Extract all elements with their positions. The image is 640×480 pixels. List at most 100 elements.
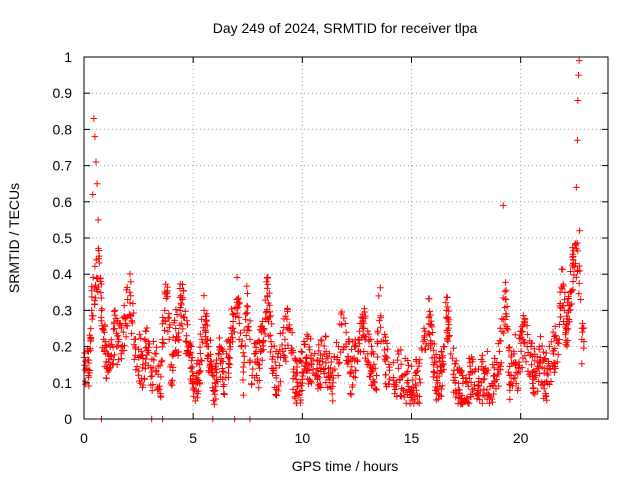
data-point <box>405 386 412 393</box>
data-point <box>199 338 206 346</box>
data-point <box>529 385 537 392</box>
data-point <box>449 354 456 362</box>
data-point <box>139 381 147 389</box>
data-point <box>551 333 558 340</box>
data-point <box>233 298 241 306</box>
data-point <box>255 337 263 344</box>
data-point <box>541 365 549 372</box>
data-point <box>383 340 391 347</box>
data-point <box>127 278 135 286</box>
data-point <box>416 393 423 400</box>
data-point <box>282 357 290 365</box>
data-point <box>211 400 218 408</box>
data-point <box>177 300 185 307</box>
data-point <box>297 348 305 355</box>
data-point <box>260 346 267 353</box>
data-point <box>293 399 301 407</box>
data-point <box>351 336 359 344</box>
data-point <box>553 358 561 366</box>
data-point <box>228 330 235 337</box>
data-point <box>573 239 581 247</box>
data-point <box>495 370 503 378</box>
data-point <box>502 295 510 303</box>
data-point <box>226 345 234 353</box>
data-point <box>136 353 144 360</box>
data-point <box>356 340 363 347</box>
data-point <box>229 324 237 332</box>
data-point <box>220 390 228 397</box>
data-point <box>132 351 139 359</box>
data-point <box>203 342 211 350</box>
data-point <box>240 359 248 366</box>
data-point <box>87 335 94 342</box>
data-point <box>366 373 374 381</box>
data-point <box>219 376 226 383</box>
data-point <box>151 350 159 357</box>
data-point <box>142 365 149 373</box>
data-point <box>135 367 143 375</box>
data-point <box>573 274 580 281</box>
data-point <box>452 357 460 365</box>
data-point <box>398 373 405 381</box>
data-point <box>433 377 441 384</box>
data-point <box>308 360 315 368</box>
data-point <box>438 392 445 400</box>
y-tick-label: 0.2 <box>53 339 73 355</box>
data-point <box>85 348 92 355</box>
data-point <box>248 381 255 388</box>
data-point <box>254 355 261 363</box>
data-point <box>133 363 141 370</box>
data-point <box>414 398 422 406</box>
data-point <box>165 336 173 343</box>
data-point <box>208 358 215 366</box>
data-point <box>84 356 92 364</box>
data-point <box>148 387 156 394</box>
data-point <box>425 313 433 321</box>
data-point <box>531 357 539 365</box>
data-point <box>421 333 428 341</box>
data-point <box>357 313 365 321</box>
data-point <box>512 369 520 376</box>
data-point <box>98 280 105 288</box>
data-point <box>105 366 113 374</box>
data-point <box>91 284 99 292</box>
data-point <box>400 386 408 394</box>
data-point <box>336 359 343 366</box>
data-point <box>81 362 88 369</box>
data-point <box>537 333 544 340</box>
data-point <box>305 333 312 340</box>
data-point <box>320 370 328 377</box>
data-point <box>267 338 275 345</box>
data-point <box>412 356 420 363</box>
data-point <box>564 325 572 333</box>
data-point <box>564 308 572 316</box>
data-point <box>495 382 502 390</box>
data-point <box>322 379 330 386</box>
data-point <box>246 336 254 343</box>
data-point <box>403 369 410 377</box>
data-point <box>579 328 586 336</box>
data-point <box>158 358 165 365</box>
data-point <box>451 360 459 368</box>
data-point <box>233 304 241 312</box>
data-point <box>113 361 121 368</box>
data-point <box>505 368 512 376</box>
data-point <box>528 361 535 368</box>
data-point <box>370 360 378 368</box>
data-point <box>499 294 507 302</box>
data-point <box>266 289 273 297</box>
data-point <box>343 360 351 368</box>
data-point <box>293 383 301 390</box>
data-point <box>443 315 451 322</box>
data-point <box>397 360 405 368</box>
data-point <box>489 361 497 368</box>
data-point <box>240 391 247 399</box>
data-point <box>405 361 412 369</box>
data-point <box>109 343 117 351</box>
data-point <box>481 366 488 374</box>
data-point <box>459 400 466 408</box>
data-point <box>132 366 140 374</box>
data-point <box>529 367 537 375</box>
data-point <box>456 369 464 377</box>
data-point <box>177 304 184 311</box>
